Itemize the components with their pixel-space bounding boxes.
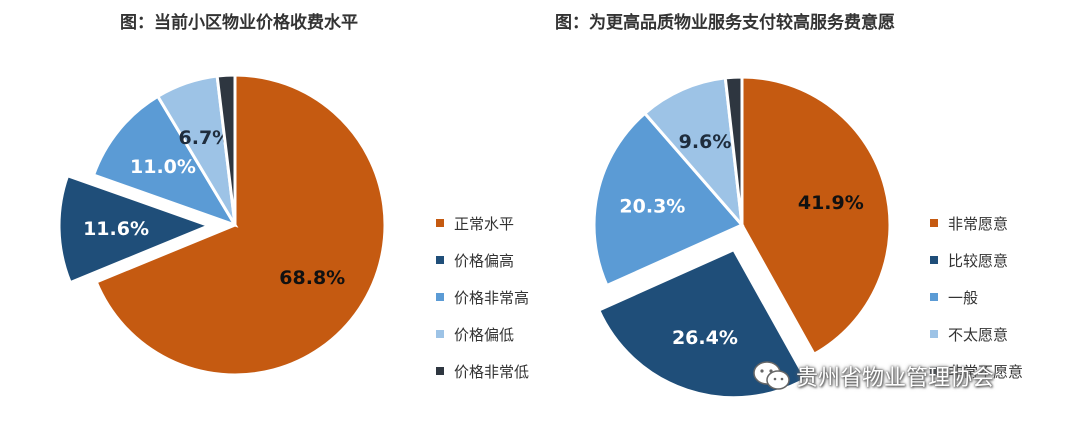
chart-1-slice-5 <box>215 73 237 226</box>
chart-2-legend-item-3: 一般 <box>930 286 1023 308</box>
chart-1-data-label-1: 68.8% <box>279 267 345 289</box>
chart-1-slice-2 <box>57 173 214 285</box>
legend-swatch <box>930 293 938 301</box>
chart-1-data-label-2: 11.6% <box>83 218 149 240</box>
watermark: 贵州省物业管理协会 <box>752 360 994 392</box>
legend-label: 一般 <box>948 288 979 307</box>
chart-1-legend-item-5: 价格非常低 <box>436 360 529 382</box>
legend-label: 非常愿意 <box>948 214 1009 233</box>
legend-swatch <box>930 256 938 264</box>
legend-swatch <box>930 367 938 375</box>
chart-1-data-label-4: 6.7% <box>179 127 232 149</box>
chart-2-data-label-4: 9.6% <box>679 131 732 153</box>
watermark-text: 贵州省物业管理协会 <box>796 366 995 391</box>
pie-chart-2: 41.9% 26.4% 20.3% 9.6% <box>592 75 892 400</box>
legend-swatch <box>436 293 444 301</box>
wechat-icon <box>753 361 790 390</box>
chart-2-legend-item-4: 不太愿意 <box>930 323 1023 345</box>
chart-2-slice-4 <box>642 76 745 230</box>
legend-swatch <box>930 330 938 338</box>
chart-2-data-label-2: 26.4% <box>672 327 738 349</box>
chart-2-data-label-3: 20.3% <box>619 195 685 217</box>
legend-label: 价格非常低 <box>454 362 530 381</box>
chart-2-legend-item-2: 比较愿意 <box>930 249 1023 271</box>
legend-label: 价格偏低 <box>454 325 515 344</box>
legend-swatch <box>436 367 444 375</box>
chart-2-slice-2 <box>596 247 808 400</box>
chart-1-legend: 正常水平价格偏高价格非常高价格偏低价格非常低 <box>436 212 529 397</box>
chart-2-legend-item-1: 非常愿意 <box>930 212 1023 234</box>
chart-2-title: 图：为更高品质物业服务支付较高服务费意愿 <box>555 13 895 33</box>
legend-swatch <box>930 219 938 227</box>
chart-2-legend: 非常愿意比较愿意一般不太愿意非常不愿意 <box>930 212 1023 397</box>
chart-2-slice-5 <box>723 75 744 226</box>
chart-1-legend-item-3: 价格非常高 <box>436 286 529 308</box>
legend-label: 比较愿意 <box>948 251 1009 270</box>
pie-chart-1: 68.8% 11.6% 11.0% 6.7% <box>57 73 387 377</box>
legend-swatch <box>436 256 444 264</box>
legend-label: 价格非常高 <box>454 288 530 307</box>
legend-label: 价格偏高 <box>454 251 515 270</box>
chart-2-legend-item-5: 非常不愿意 <box>930 360 1023 382</box>
chart-1-legend-item-1: 正常水平 <box>436 212 529 234</box>
chart-1-slice-1 <box>94 73 387 377</box>
chart-1-legend-item-4: 价格偏低 <box>436 323 529 345</box>
chart-1-legend-item-2: 价格偏高 <box>436 249 529 271</box>
legend-label: 不太愿意 <box>948 325 1009 344</box>
legend-swatch <box>436 330 444 338</box>
chart-1-slice-3 <box>91 94 239 228</box>
legend-label: 正常水平 <box>454 214 515 233</box>
chart-1-title: 图：当前小区物业价格收费水平 <box>120 13 358 33</box>
chart-1-data-label-3: 11.0% <box>130 156 196 178</box>
chart-2-data-label-1: 41.9% <box>798 192 864 214</box>
chart-2-slice-3 <box>592 111 745 288</box>
chart-2-slice-1 <box>740 75 892 357</box>
legend-label: 非常不愿意 <box>948 362 1024 381</box>
legend-swatch <box>436 219 444 227</box>
